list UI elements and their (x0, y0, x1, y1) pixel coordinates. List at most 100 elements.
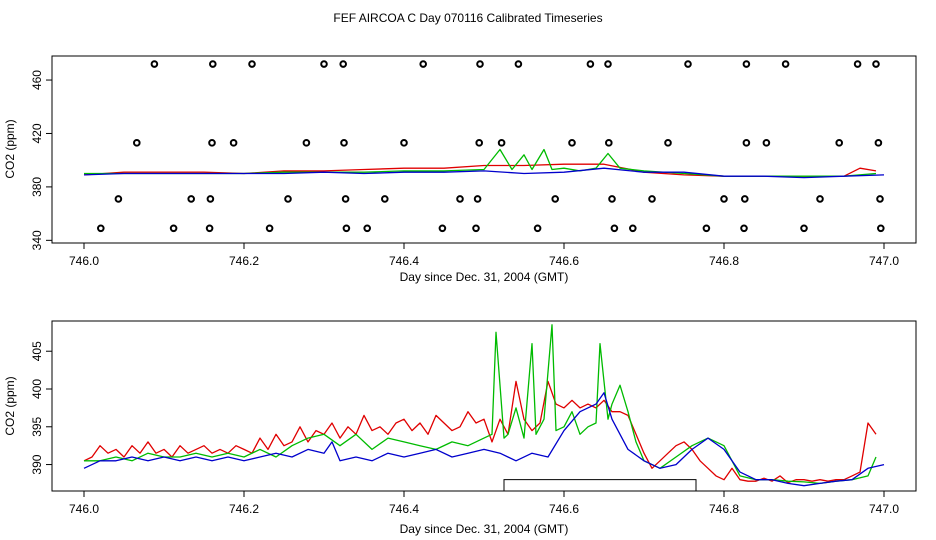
flag-marker (473, 195, 482, 203)
flag-marker (762, 139, 771, 147)
bottom-y-axis-label: CO2 (ppm) (3, 376, 17, 435)
flag-marker (664, 139, 672, 147)
x-tick-label: 746.6 (549, 502, 579, 516)
x-tick-label: 746.6 (549, 254, 579, 268)
x-tick-label: 746.2 (229, 254, 259, 268)
flag-marker (497, 139, 506, 147)
x-tick-label: 747.0 (869, 254, 899, 268)
flag-marker (187, 195, 195, 203)
bottom-series-lines (83, 324, 885, 487)
top-y-axis-label: CO2 (ppm) (3, 119, 17, 178)
flag-marker (684, 60, 692, 68)
figure-title: FEF AIRCOA C Day 070116 Calibrated Times… (333, 11, 602, 25)
y-tick-label: 400 (30, 379, 44, 399)
flag-marker (133, 139, 141, 147)
flag-marker (551, 195, 560, 203)
top-flag-markers (97, 60, 885, 233)
flag-marker (472, 224, 480, 233)
flag-marker (229, 139, 238, 147)
flag-marker (205, 224, 214, 233)
flag-marker (302, 139, 311, 147)
flag-marker (742, 139, 751, 147)
y-tick-label: 420 (30, 123, 44, 143)
y-tick-label: 395 (30, 416, 44, 436)
flag-marker (720, 195, 728, 203)
x-tick-label: 747.0 (869, 502, 899, 516)
flag-marker (169, 224, 178, 233)
y-tick-label: 405 (30, 341, 44, 361)
flag-marker (339, 60, 348, 68)
series-line-series-2 (84, 148, 877, 177)
bottom-x-axis: 746.0 746.2 746.4 746.6 746.8 747.0 (69, 491, 899, 516)
x-tick-label: 746.0 (69, 502, 99, 516)
flag-marker (608, 195, 616, 203)
flag-marker (475, 139, 484, 147)
flag-marker (741, 195, 749, 203)
flag-marker (456, 195, 464, 203)
flag-marker (341, 195, 350, 203)
flag-marker (340, 139, 348, 147)
flag-marker (605, 139, 613, 147)
flag-marker (476, 60, 484, 68)
flag-marker (114, 195, 123, 203)
y-tick-label: 460 (30, 70, 44, 90)
calibration-window-bracket (503, 479, 697, 491)
flag-marker (381, 195, 389, 203)
flag-marker (740, 224, 748, 233)
flag-marker (604, 60, 612, 68)
flag-marker (742, 60, 751, 68)
top-x-axis-label: Day since Dec. 31, 2004 (GMT) (400, 270, 569, 284)
bottom-x-axis-label: Day since Dec. 31, 2004 (GMT) (400, 522, 569, 536)
top-series-lines (83, 148, 885, 179)
x-tick-label: 746.2 (229, 502, 259, 516)
series-line-series-3 (83, 392, 885, 487)
flag-marker (320, 60, 328, 68)
top-y-axis: 340 380 420 460 (30, 70, 52, 250)
bottom-window-bracket (503, 479, 697, 491)
x-tick-label: 746.8 (709, 502, 739, 516)
flag-marker (877, 224, 885, 233)
x-tick-label: 746.4 (389, 502, 419, 516)
top-x-axis: 746.0 746.2 746.4 746.6 746.8 747.0 (69, 243, 899, 268)
flag-marker (816, 195, 824, 203)
y-tick-label: 340 (30, 230, 44, 250)
flag-marker (874, 139, 883, 147)
flag-marker (702, 224, 711, 233)
flag-marker (150, 60, 159, 68)
flag-marker (648, 195, 656, 203)
flag-marker (629, 224, 637, 233)
bottom-plot-frame (51, 320, 917, 492)
flag-marker (97, 224, 105, 233)
flag-marker (514, 60, 523, 68)
flag-marker (209, 60, 217, 68)
flag-marker (586, 60, 595, 68)
flag-marker (533, 224, 542, 233)
flag-marker (876, 195, 884, 203)
flag-marker (853, 60, 862, 68)
series-line-series-1 (83, 380, 877, 484)
flag-marker (363, 224, 372, 233)
flag-marker (835, 139, 844, 147)
series-line-series-3 (83, 167, 885, 179)
series-line-series-2 (84, 324, 877, 485)
bottom-y-axis: 390 395 400 405 (30, 341, 52, 475)
flag-marker (438, 224, 447, 233)
flag-marker (419, 60, 428, 68)
flag-marker (400, 139, 408, 147)
flag-marker (610, 224, 619, 233)
x-tick-label: 746.0 (69, 254, 99, 268)
flag-marker (342, 224, 351, 233)
flag-marker (248, 60, 256, 68)
x-tick-label: 746.8 (709, 254, 739, 268)
flag-marker (206, 195, 215, 203)
y-tick-label: 380 (30, 177, 44, 197)
top-plot-frame (51, 55, 917, 244)
flag-marker (800, 224, 808, 233)
flag-marker (568, 139, 576, 147)
y-tick-label: 390 (30, 454, 44, 474)
x-tick-label: 746.4 (389, 254, 419, 268)
flag-marker (208, 139, 216, 147)
flag-marker (284, 195, 292, 203)
